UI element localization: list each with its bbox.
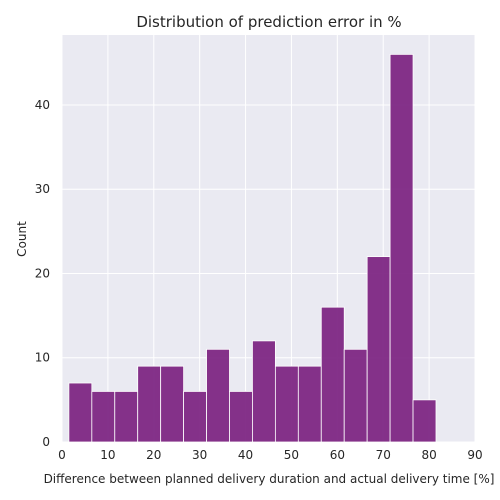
x-tick-label: 90 xyxy=(467,448,482,462)
y-tick-label: 0 xyxy=(42,435,50,449)
bars xyxy=(68,53,437,443)
x-tick-label: 60 xyxy=(330,448,345,462)
chart-title: Distribution of prediction error in % xyxy=(136,13,401,31)
y-tick-label: 10 xyxy=(35,351,50,365)
x-tick-label: 20 xyxy=(146,448,161,462)
x-tick-label: 40 xyxy=(238,448,253,462)
x-tick-label: 50 xyxy=(284,448,299,462)
x-tick-label: 0 xyxy=(58,448,66,462)
y-tick-label: 30 xyxy=(35,182,50,196)
histogram-bar xyxy=(343,348,368,443)
histogram-bar xyxy=(389,53,414,443)
x-axis-label: Difference between planned delivery dura… xyxy=(44,472,495,486)
histogram-bar xyxy=(137,365,162,443)
histogram-bar xyxy=(412,399,437,443)
y-tick-label: 40 xyxy=(35,98,50,112)
histogram-bar xyxy=(366,256,391,443)
histogram-bar xyxy=(68,382,93,443)
x-tick-label: 70 xyxy=(376,448,391,462)
x-tick-label: 30 xyxy=(192,448,207,462)
histogram-bar xyxy=(114,391,139,443)
x-tick-label: 80 xyxy=(421,448,436,462)
histogram-bar xyxy=(206,348,230,443)
histogram-bar xyxy=(91,391,116,443)
histogram-bar xyxy=(160,365,185,443)
histogram-bar xyxy=(252,340,276,443)
histogram-bar xyxy=(297,365,322,443)
y-axis-label: Count xyxy=(15,221,29,257)
histogram-bar xyxy=(183,391,207,443)
y-tick-labels: 0 10 20 30 40 xyxy=(35,98,50,449)
x-tick-label: 10 xyxy=(100,448,115,462)
y-tick-label: 20 xyxy=(35,266,50,280)
histogram-bar xyxy=(320,306,345,443)
x-tick-labels: 0 10 20 30 40 50 60 70 80 90 xyxy=(58,448,482,462)
histogram-bar xyxy=(229,391,253,443)
histogram-bar xyxy=(274,365,299,443)
